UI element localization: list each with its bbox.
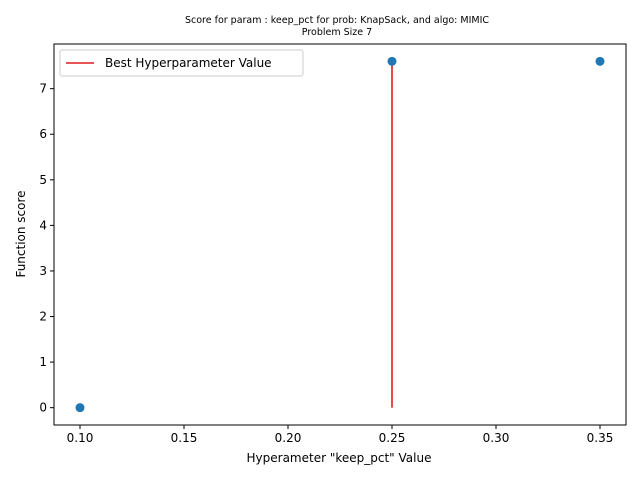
y-tick-label: 4 <box>39 218 47 232</box>
y-tick-label: 0 <box>39 401 47 415</box>
y-tick-label: 5 <box>39 173 47 187</box>
x-tick-label: 0.10 <box>67 431 94 445</box>
axes-frame <box>53 43 627 426</box>
legend-box <box>59 49 304 77</box>
plot-area <box>75 56 605 413</box>
x-tick-label: 0.15 <box>171 431 198 445</box>
x-axis: 0.10 0.15 0.20 0.25 0.30 0.35 <box>67 425 614 445</box>
chart-title: Score for param : keep_pct for prob: Kna… <box>185 15 489 26</box>
y-axis: 0 1 2 3 4 5 6 7 <box>39 82 54 415</box>
chart-subtitle: Problem Size 7 <box>302 27 372 38</box>
y-tick-label: 2 <box>39 310 47 324</box>
x-axis-label: Hyperameter "keep_pct" Value <box>247 451 432 465</box>
y-axis-label: Function score <box>14 190 28 277</box>
scatter-point <box>75 403 85 413</box>
x-tick-label: 0.30 <box>483 431 510 445</box>
x-tick-label: 0.20 <box>275 431 302 445</box>
y-tick-label: 6 <box>39 127 47 141</box>
x-tick-label: 0.35 <box>587 431 614 445</box>
legend: Best Hyperparameter Value <box>59 49 304 77</box>
scatter-point <box>595 56 605 66</box>
legend-label-best-hyperparameter: Best Hyperparameter Value <box>105 56 272 70</box>
x-tick-label: 0.25 <box>379 431 406 445</box>
scatter-point <box>387 56 397 66</box>
y-tick-label: 3 <box>39 264 47 278</box>
y-tick-label: 7 <box>39 82 47 96</box>
y-tick-label: 1 <box>39 355 47 369</box>
